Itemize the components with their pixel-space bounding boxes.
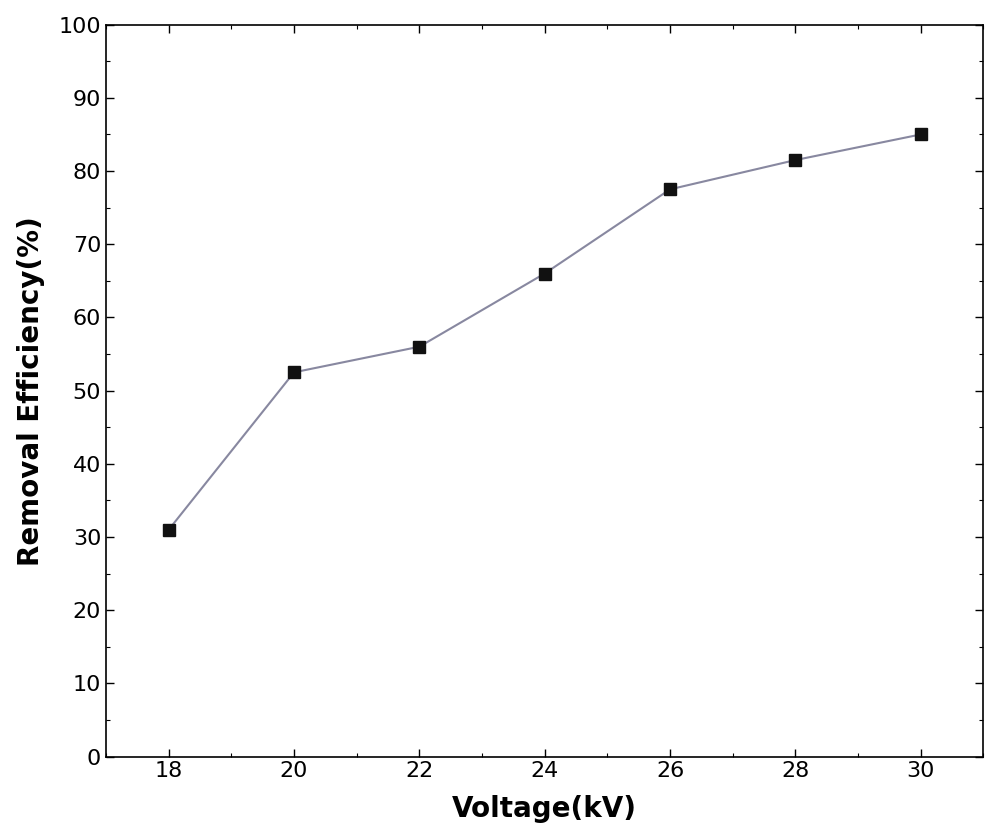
Y-axis label: Removal Efficiency(%): Removal Efficiency(%)	[17, 216, 45, 565]
X-axis label: Voltage(kV): Voltage(kV)	[452, 795, 637, 823]
